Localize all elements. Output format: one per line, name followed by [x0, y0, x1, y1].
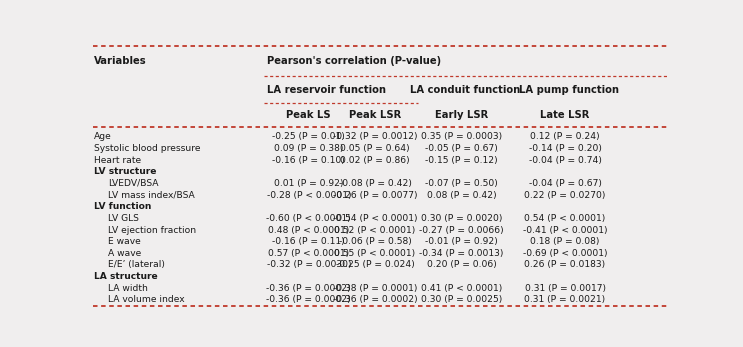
Text: -0.25 (P = 0.024): -0.25 (P = 0.024)	[336, 260, 415, 269]
Text: -0.16 (P = 0.11): -0.16 (P = 0.11)	[273, 237, 345, 246]
Text: LV function: LV function	[94, 202, 152, 211]
Text: 0.31 (P = 0.0017): 0.31 (P = 0.0017)	[525, 284, 606, 293]
Text: -0.27 (P = 0.0066): -0.27 (P = 0.0066)	[419, 226, 504, 235]
Text: -0.60 (P < 0.0001): -0.60 (P < 0.0001)	[267, 214, 351, 223]
Text: E wave: E wave	[108, 237, 141, 246]
Text: -0.36 (P = 0.0002): -0.36 (P = 0.0002)	[267, 284, 351, 293]
Text: 0.31 (P = 0.0021): 0.31 (P = 0.0021)	[525, 295, 606, 304]
Text: LA volume index: LA volume index	[108, 295, 185, 304]
Text: 0.26 (P = 0.0183): 0.26 (P = 0.0183)	[525, 260, 606, 269]
Text: -0.25 (P = 0.01): -0.25 (P = 0.01)	[273, 133, 345, 142]
Text: 0.30 (P = 0.0020): 0.30 (P = 0.0020)	[421, 214, 502, 223]
Text: -0.04 (P = 0.74): -0.04 (P = 0.74)	[528, 156, 602, 165]
Text: -0.34 (P = 0.0013): -0.34 (P = 0.0013)	[419, 249, 504, 258]
Text: LV ejection fraction: LV ejection fraction	[108, 226, 197, 235]
Text: Peak LSR: Peak LSR	[349, 110, 401, 120]
Text: -0.01 (P = 0.92): -0.01 (P = 0.92)	[425, 237, 498, 246]
Text: LA conduit function: LA conduit function	[409, 85, 520, 95]
Text: Peak LS: Peak LS	[287, 110, 331, 120]
Text: -0.16 (P = 0.10): -0.16 (P = 0.10)	[273, 156, 345, 165]
Text: 0.08 (P = 0.42): 0.08 (P = 0.42)	[426, 191, 496, 200]
Text: -0.32 (P = 0.0030): -0.32 (P = 0.0030)	[267, 260, 351, 269]
Text: -0.69 (P < 0.0001): -0.69 (P < 0.0001)	[523, 249, 607, 258]
Text: -0.54 (P < 0.0001): -0.54 (P < 0.0001)	[333, 214, 418, 223]
Text: 0.05 (P = 0.64): 0.05 (P = 0.64)	[340, 144, 410, 153]
Text: 0.22 (P = 0.0270): 0.22 (P = 0.0270)	[525, 191, 606, 200]
Text: 0.48 (P < 0.0001): 0.48 (P < 0.0001)	[268, 226, 349, 235]
Text: E/E’ (lateral): E/E’ (lateral)	[108, 260, 165, 269]
Text: Pearson's correlation (P-value): Pearson's correlation (P-value)	[267, 56, 441, 66]
Text: -0.06 (P = 0.58): -0.06 (P = 0.58)	[339, 237, 412, 246]
Text: 0.02 (P = 0.86): 0.02 (P = 0.86)	[340, 156, 410, 165]
Text: -0.32 (P = 0.0012): -0.32 (P = 0.0012)	[333, 133, 418, 142]
Text: -0.28 (P < 0.0001): -0.28 (P < 0.0001)	[267, 191, 351, 200]
Text: LA reservoir function: LA reservoir function	[267, 85, 386, 95]
Text: Early LSR: Early LSR	[435, 110, 488, 120]
Text: -0.15 (P = 0.12): -0.15 (P = 0.12)	[425, 156, 498, 165]
Text: -0.04 (P = 0.67): -0.04 (P = 0.67)	[528, 179, 602, 188]
Text: LV structure: LV structure	[94, 167, 157, 176]
Text: 0.09 (P = 0.38): 0.09 (P = 0.38)	[274, 144, 343, 153]
Text: 0.35 (P = 0.0003): 0.35 (P = 0.0003)	[421, 133, 502, 142]
Text: LV GLS: LV GLS	[108, 214, 139, 223]
Text: -0.41 (P < 0.0001): -0.41 (P < 0.0001)	[523, 226, 607, 235]
Text: -0.07 (P = 0.50): -0.07 (P = 0.50)	[425, 179, 498, 188]
Text: 0.57 (P < 0.0001): 0.57 (P < 0.0001)	[268, 249, 349, 258]
Text: Heart rate: Heart rate	[94, 156, 141, 165]
Text: 0.20 (P = 0.06): 0.20 (P = 0.06)	[426, 260, 496, 269]
Text: LA width: LA width	[108, 284, 149, 293]
Text: LVEDV/BSA: LVEDV/BSA	[108, 179, 159, 188]
Text: -0.08 (P = 0.42): -0.08 (P = 0.42)	[339, 179, 412, 188]
Text: -0.36 (P = 0.0002): -0.36 (P = 0.0002)	[333, 295, 418, 304]
Text: Variables: Variables	[94, 56, 146, 66]
Text: 0.54 (P < 0.0001): 0.54 (P < 0.0001)	[525, 214, 606, 223]
Text: LA pump function: LA pump function	[519, 85, 619, 95]
Text: -0.36 (P = 0.0002): -0.36 (P = 0.0002)	[267, 295, 351, 304]
Text: LV mass index/BSA: LV mass index/BSA	[108, 191, 195, 200]
Text: -0.26 (P = 0.0077): -0.26 (P = 0.0077)	[333, 191, 418, 200]
Text: Late LSR: Late LSR	[540, 110, 590, 120]
Text: 0.52 (P < 0.0001): 0.52 (P < 0.0001)	[334, 226, 415, 235]
Text: 0.18 (P = 0.08): 0.18 (P = 0.08)	[531, 237, 600, 246]
Text: 0.30 (P = 0.0025): 0.30 (P = 0.0025)	[421, 295, 502, 304]
Text: A wave: A wave	[108, 249, 142, 258]
Text: 0.41 (P < 0.0001): 0.41 (P < 0.0001)	[421, 284, 502, 293]
Text: -0.14 (P = 0.20): -0.14 (P = 0.20)	[528, 144, 602, 153]
Text: -0.38 (P = 0.0001): -0.38 (P = 0.0001)	[333, 284, 418, 293]
Text: -0.05 (P = 0.67): -0.05 (P = 0.67)	[425, 144, 498, 153]
Text: 0.01 (P = 0.92): 0.01 (P = 0.92)	[274, 179, 343, 188]
Text: 0.55 (P < 0.0001): 0.55 (P < 0.0001)	[334, 249, 415, 258]
Text: LA structure: LA structure	[94, 272, 158, 281]
Text: Systolic blood pressure: Systolic blood pressure	[94, 144, 201, 153]
Text: Age: Age	[94, 133, 111, 142]
Text: 0.12 (P = 0.24): 0.12 (P = 0.24)	[531, 133, 600, 142]
